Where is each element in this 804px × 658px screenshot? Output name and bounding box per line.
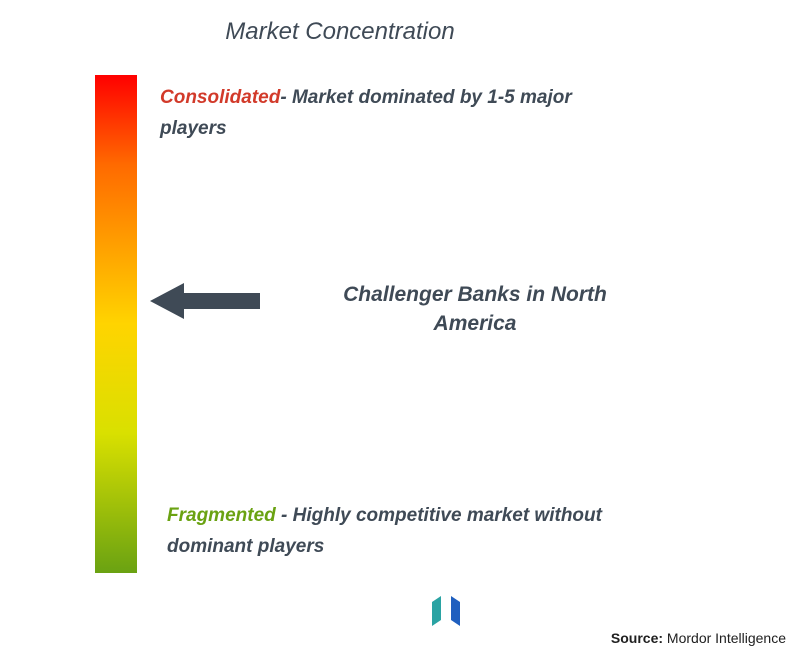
source-label: Source:: [611, 630, 663, 646]
market-label: Challenger Banks in North America: [300, 280, 650, 339]
fragmented-lead: Fragmented: [167, 505, 276, 526]
logo-left-bar: [432, 596, 441, 626]
mordor-logo-icon: [428, 596, 464, 626]
arrow-shape: [150, 283, 260, 319]
source-value: Mordor Intelligence: [663, 630, 786, 646]
chart-title: Market Concentration: [0, 18, 680, 46]
position-arrow: [150, 281, 260, 321]
logo-right-bar: [451, 596, 460, 626]
consolidated-description: Consolidated- Market dominated by 1-5 ma…: [160, 82, 630, 145]
source-attribution: Source: Mordor Intelligence: [611, 630, 786, 646]
consolidated-lead: Consolidated: [160, 87, 280, 108]
concentration-gradient-bar: [95, 75, 137, 573]
fragmented-description: Fragmented - Highly competitive market w…: [167, 500, 637, 563]
